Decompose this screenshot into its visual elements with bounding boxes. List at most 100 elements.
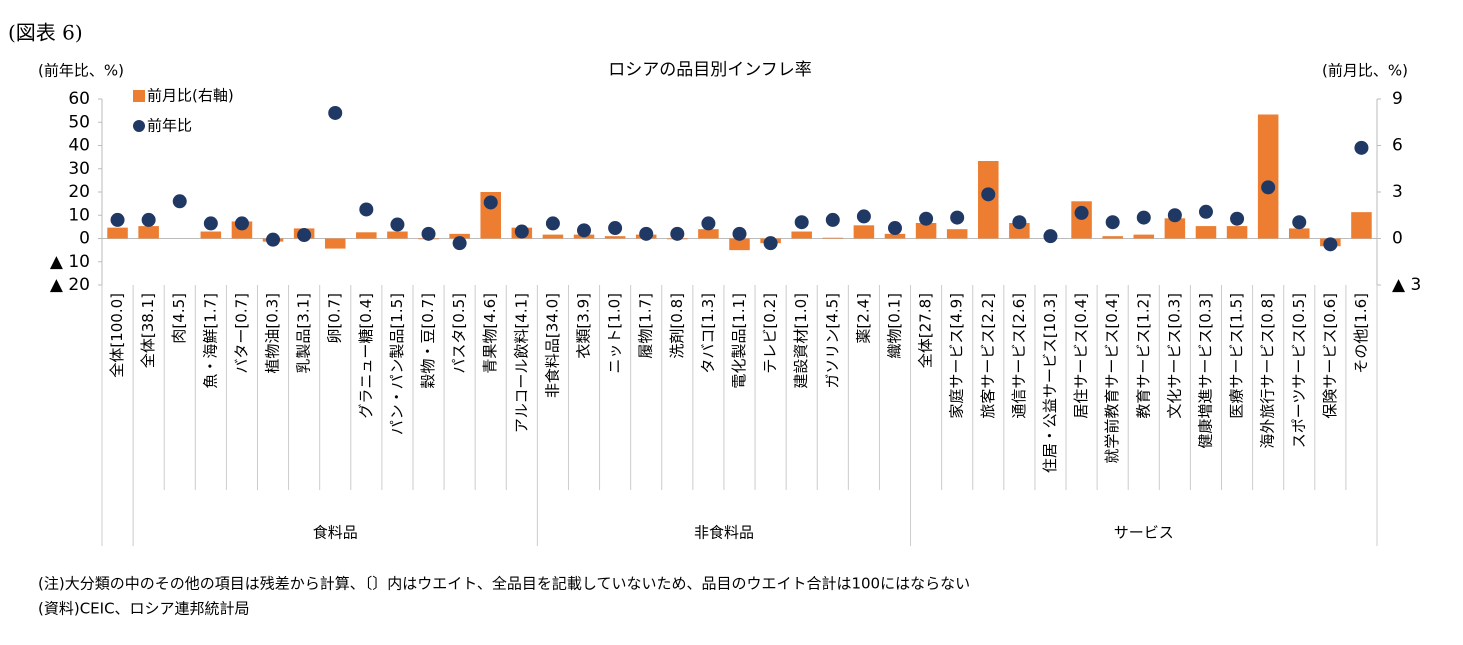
bar bbox=[324, 238, 346, 249]
x-tick-label: ニット[1.0] bbox=[606, 293, 624, 374]
dot bbox=[483, 195, 498, 210]
dot bbox=[203, 216, 218, 231]
y-tick-label: 50 bbox=[68, 112, 90, 132]
x-tick-label: テレビ[0.2] bbox=[761, 293, 779, 374]
dot bbox=[1136, 210, 1151, 225]
bar bbox=[604, 236, 626, 239]
dot bbox=[701, 216, 716, 231]
group-label: 非食料品 bbox=[694, 524, 754, 542]
y-tick-label: 40 bbox=[68, 136, 90, 156]
dot bbox=[266, 232, 281, 247]
bar bbox=[822, 237, 844, 239]
y-tick-label: 30 bbox=[68, 159, 90, 179]
dot bbox=[1323, 237, 1338, 252]
x-tick-label: 海外旅行サービス[0.8] bbox=[1259, 293, 1277, 449]
chart-title: ロシアの品目別インフレ率 bbox=[608, 60, 812, 80]
x-tick-label: 保険サービス[0.6] bbox=[1321, 293, 1339, 419]
x-tick-label: 卵[0.7] bbox=[326, 293, 344, 344]
x-tick-label: 全体[38.1] bbox=[139, 293, 157, 368]
note: (資料)CEIC、ロシア連邦統計局 bbox=[38, 600, 250, 618]
bar bbox=[946, 229, 968, 239]
dot bbox=[514, 224, 529, 239]
dot bbox=[1230, 211, 1245, 226]
dot bbox=[545, 216, 560, 231]
x-tick-label: 教育サービス[1.2] bbox=[1134, 293, 1152, 419]
dot bbox=[452, 236, 467, 251]
legend-swatch bbox=[133, 90, 145, 102]
dot bbox=[297, 228, 312, 243]
bar bbox=[1288, 228, 1310, 239]
x-tick-label: 就学前教育サービス[0.4] bbox=[1103, 293, 1121, 464]
x-tick-label: 乳製品[3.1] bbox=[295, 293, 313, 374]
x-tick-label: 織物[0.1] bbox=[885, 293, 903, 359]
y-tick-label: ▲ 10 bbox=[50, 252, 90, 272]
bar bbox=[1164, 218, 1186, 239]
bar bbox=[1257, 114, 1279, 239]
dot bbox=[919, 211, 934, 226]
dot bbox=[732, 226, 747, 241]
dot bbox=[1354, 140, 1369, 155]
dot bbox=[639, 226, 654, 241]
dot bbox=[141, 212, 156, 227]
bar bbox=[884, 233, 906, 239]
y2-tick-label: ▲ 3 bbox=[1392, 275, 1421, 295]
dot bbox=[763, 236, 778, 251]
y2-tick-label: 3 bbox=[1392, 182, 1403, 202]
x-tick-label: 医療サービス[1.5] bbox=[1228, 293, 1246, 419]
x-tick-label: 居住サービス[0.4] bbox=[1072, 293, 1090, 419]
bar bbox=[1195, 226, 1217, 239]
x-tick-label: 全体[100.0] bbox=[108, 293, 126, 378]
x-tick-label: スポーツサービス[0.5] bbox=[1290, 293, 1308, 448]
y-tick-label: 60 bbox=[68, 89, 90, 109]
dot bbox=[110, 212, 125, 227]
x-tick-label: 履物[1.7] bbox=[637, 293, 655, 359]
x-tick-label: 植物油[0.3] bbox=[264, 293, 282, 374]
legend-label: 前年比 bbox=[147, 117, 192, 135]
x-tick-label: 旅客サービス[2.2] bbox=[979, 293, 997, 419]
bar bbox=[542, 234, 564, 239]
legend-label: 前月比(右軸) bbox=[147, 87, 234, 105]
bar bbox=[853, 225, 875, 239]
bar bbox=[1351, 212, 1372, 239]
bar bbox=[138, 226, 159, 239]
bar bbox=[387, 231, 408, 239]
header: (図表 6) bbox=[8, 21, 83, 45]
dot bbox=[1012, 215, 1027, 230]
y2-axis-label: (前月比、%) bbox=[1322, 62, 1408, 80]
x-tick-label: 電化製品[1.1] bbox=[730, 293, 748, 389]
dot bbox=[794, 215, 809, 230]
dot bbox=[1105, 215, 1120, 230]
x-tick-label: 衣類[3.9] bbox=[575, 293, 593, 359]
x-tick-label: 建設資材[1.0] bbox=[792, 293, 810, 389]
y-tick-label: 0 bbox=[79, 229, 90, 249]
dot bbox=[825, 212, 840, 227]
bar bbox=[1102, 236, 1123, 239]
bar bbox=[200, 231, 222, 239]
x-tick-label: 青果物[4.6] bbox=[481, 293, 499, 374]
x-tick-label: 全体[27.8] bbox=[917, 293, 935, 368]
dot bbox=[856, 209, 871, 224]
group-label: 食料品 bbox=[313, 524, 358, 542]
y2-tick-label: 0 bbox=[1392, 229, 1403, 249]
x-tick-label: その他[1.6] bbox=[1352, 293, 1370, 374]
dot bbox=[981, 187, 996, 202]
x-tick-label: タバコ[1.3] bbox=[699, 293, 717, 374]
dot bbox=[1292, 215, 1307, 230]
y2-tick-label: 9 bbox=[1392, 89, 1403, 109]
x-tick-label: 薬[2.4] bbox=[854, 293, 872, 344]
x-tick-label: 非食料品[34.0] bbox=[543, 293, 561, 398]
x-tick-label: グラニュー糖[0.4] bbox=[357, 293, 375, 419]
dot bbox=[1043, 229, 1058, 244]
y-tick-label: ▲ 20 bbox=[50, 275, 90, 295]
dot bbox=[577, 223, 592, 238]
x-tick-label: パスタ[0.5] bbox=[450, 293, 468, 374]
dot bbox=[608, 221, 623, 236]
bar bbox=[1226, 226, 1248, 239]
bar bbox=[698, 229, 719, 239]
x-tick-label: 家庭サービス[4.9] bbox=[948, 293, 966, 419]
x-tick-label: 文化サービス[0.3] bbox=[1165, 293, 1183, 419]
y-axis-label: (前年比、%) bbox=[38, 62, 124, 80]
x-tick-label: バター[0.7] bbox=[232, 293, 250, 374]
y-tick-label: 20 bbox=[68, 182, 90, 202]
